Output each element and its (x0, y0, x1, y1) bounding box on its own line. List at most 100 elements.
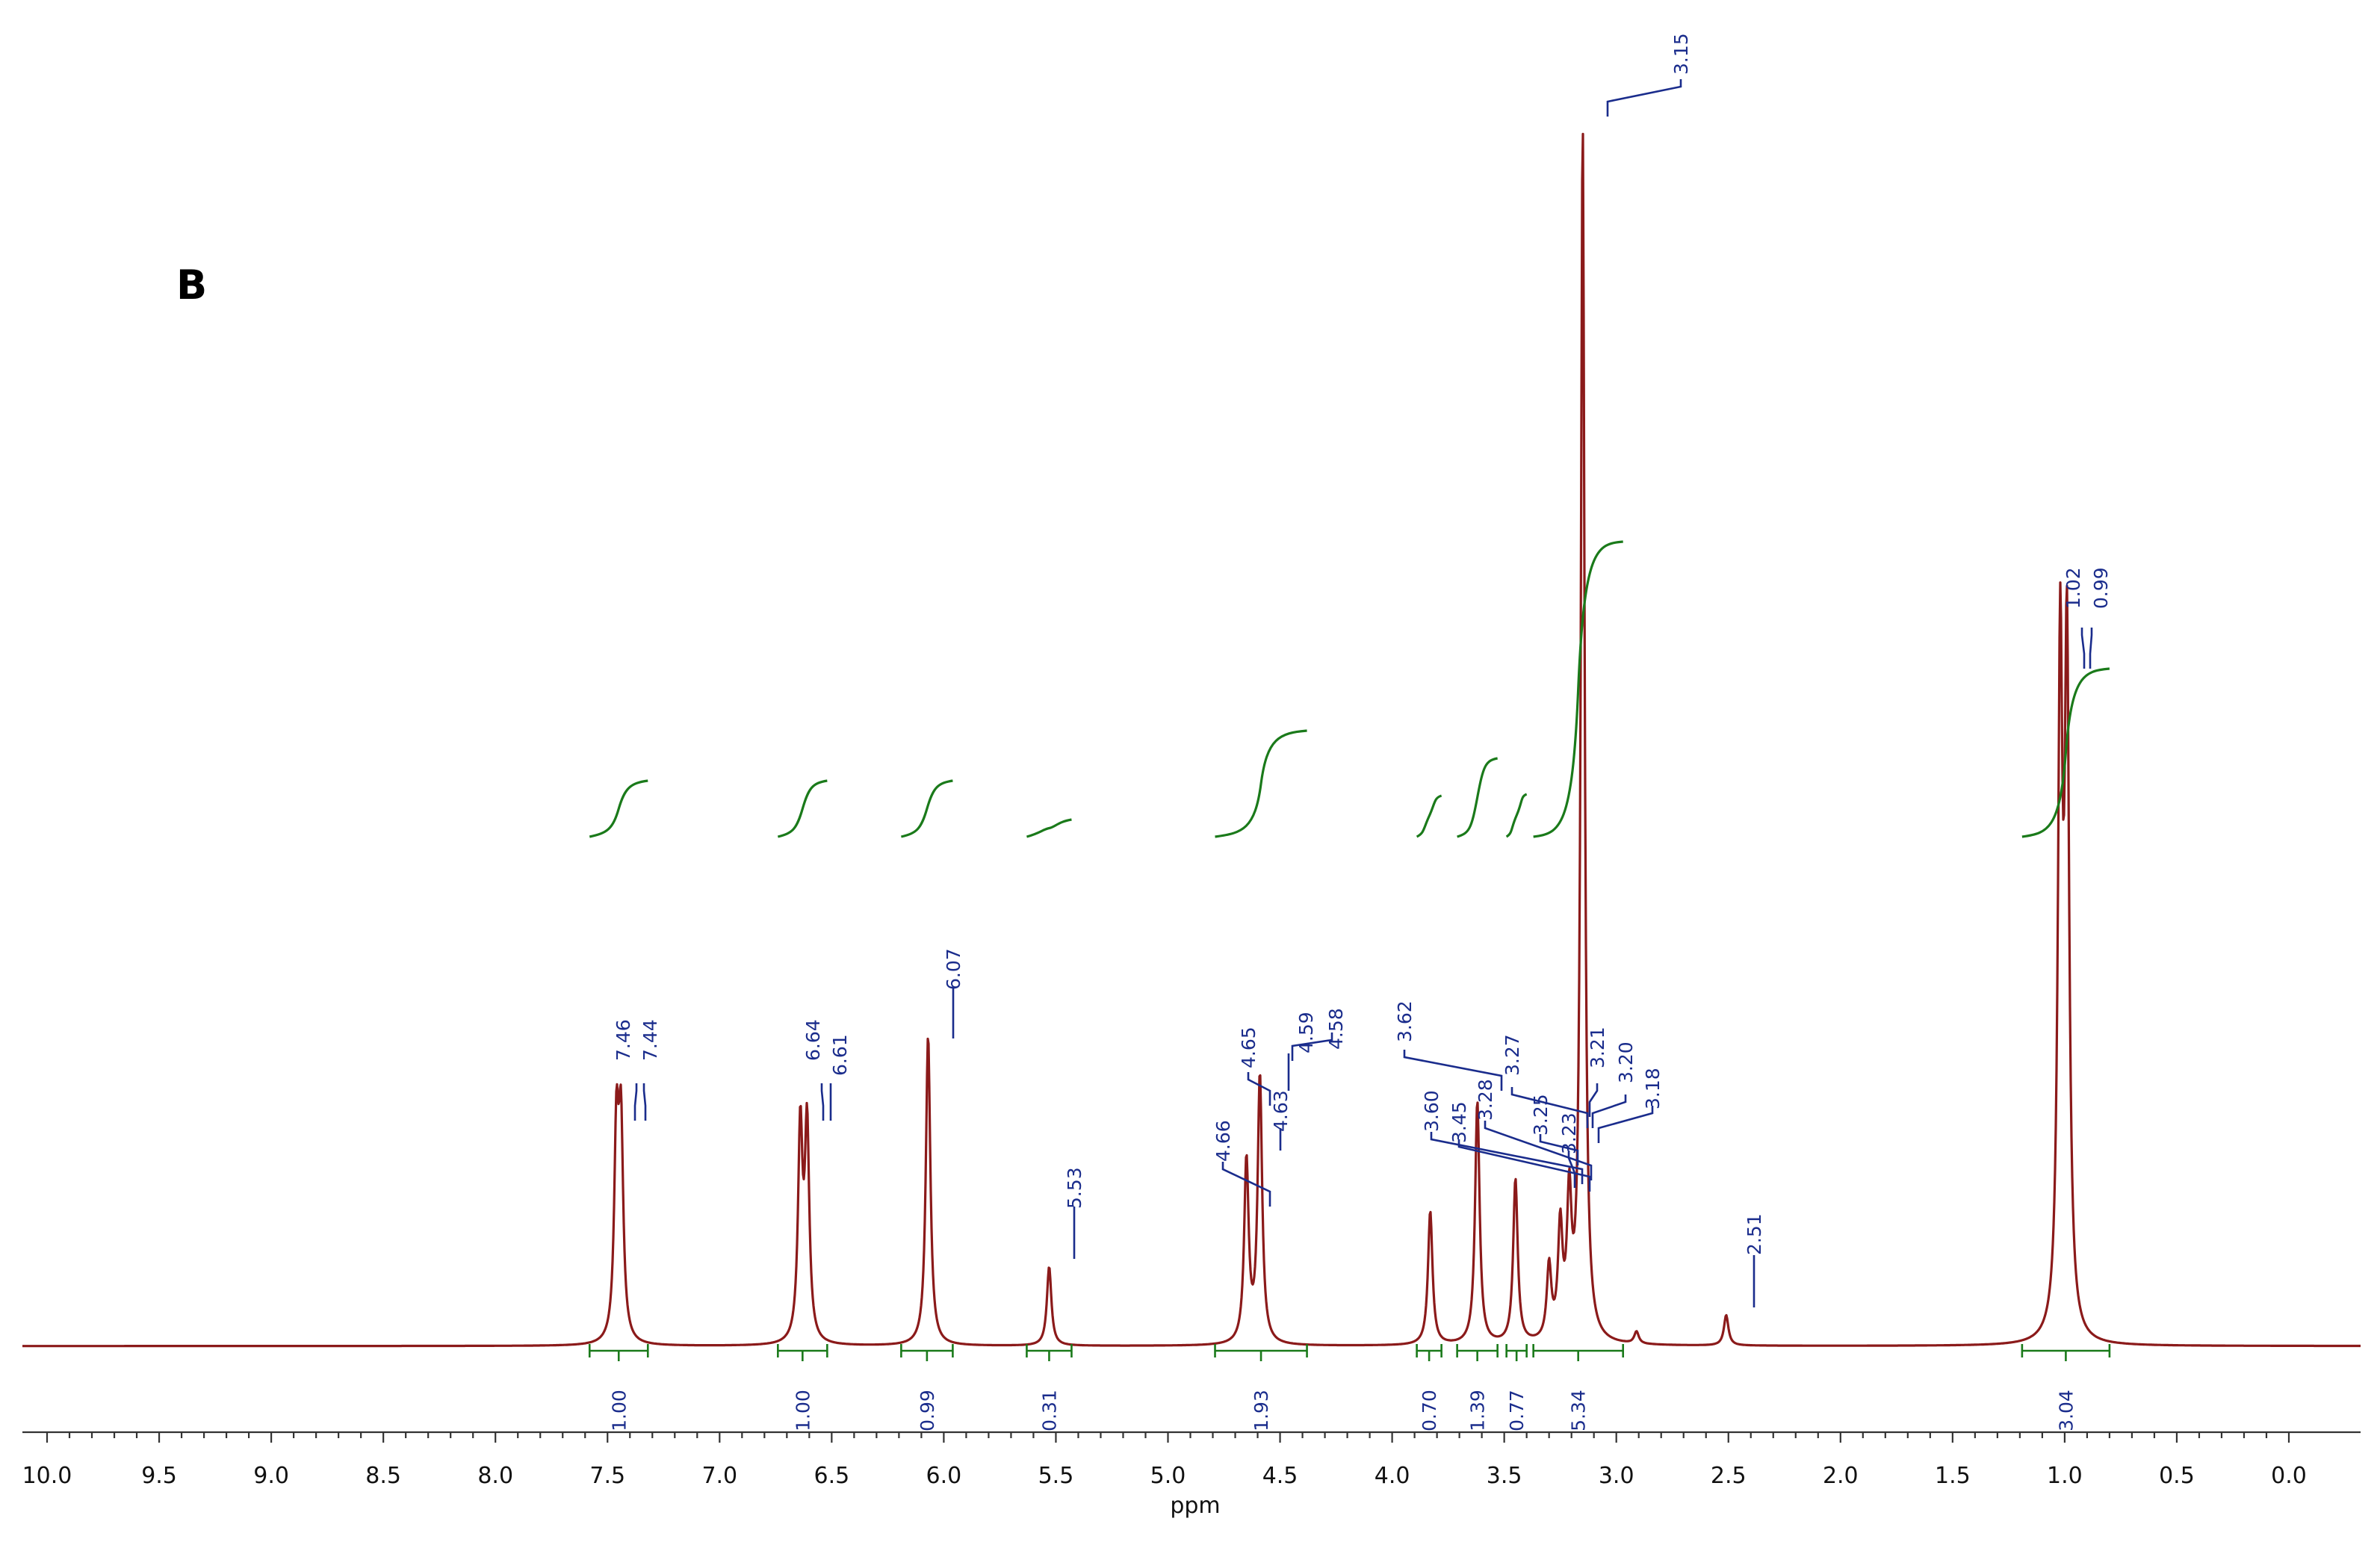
x-tick-label: 0.5 (2159, 1463, 2195, 1489)
peak-label-text: 3.18 (1642, 1068, 1664, 1109)
integral-layer: 1.00 1.00 0.99 0.31 1.93 0.70 1.39 0.77 5.34 3.04 (588, 540, 2111, 1431)
x-tick-label: 9.5 (141, 1463, 177, 1489)
peak-label: 3.45 (1448, 1101, 1591, 1192)
x-tick-label: 3.0 (1599, 1463, 1634, 1489)
x-tick-label: 1.5 (1935, 1463, 1971, 1489)
peak-leader (820, 1083, 825, 1121)
integral-curve (1457, 757, 1498, 838)
peak-label-text: 3.15 (1670, 33, 1692, 75)
peak-label-text: 5.53 (1064, 1167, 1085, 1209)
peak-leader (1539, 1134, 1579, 1165)
x-tick-label: 8.5 (365, 1463, 401, 1489)
peak-label-text: 6.61 (829, 1034, 851, 1076)
x-tick-label: 5.0 (1150, 1463, 1186, 1489)
peak-label-text: 4.66 (1212, 1120, 1234, 1162)
x-tick-label: 2.5 (1711, 1463, 1747, 1489)
peak-label: 4.59 (1287, 1012, 1317, 1091)
peak-label-text: 7.44 (639, 1019, 661, 1061)
x-tick-label: 1.0 (2047, 1463, 2083, 1489)
peak-label: 4.65 (1238, 1027, 1271, 1106)
peak-leader (2089, 628, 2093, 669)
integral-curve (1215, 729, 1307, 838)
integral-region: 5.34 (1532, 1344, 1624, 1431)
peak-label: 3.15 (1606, 33, 1692, 117)
peak-label: 5.53 (1064, 1167, 1085, 1259)
integral-curve (901, 779, 953, 838)
integral-value: 1.00 (792, 1390, 814, 1431)
x-tick-label: 7.5 (589, 1463, 625, 1489)
integral-value: 0.31 (1038, 1390, 1060, 1431)
peak-label: 6.07 (943, 948, 964, 1038)
peak-leader (1588, 1083, 1599, 1117)
peak-label-text: 4.58 (1325, 1008, 1347, 1050)
integral-value: 0.77 (1506, 1390, 1528, 1431)
peak-label-text: 4.63 (1270, 1090, 1292, 1132)
peak-label-text: 4.65 (1238, 1027, 1259, 1068)
peak-label-text: 6.64 (802, 1019, 824, 1061)
peak-label: 3.20 (1591, 1041, 1637, 1128)
integral-region: 0.99 (900, 1344, 954, 1431)
integral-value: 1.93 (1251, 1390, 1272, 1431)
peak-label-text: 3.62 (1394, 1000, 1416, 1042)
peak-leader (1457, 1139, 1591, 1192)
x-tick-label: 2.0 (1823, 1463, 1859, 1489)
peak-label: 6.64 (802, 1019, 825, 1121)
x-axis-label: ppm (1170, 1493, 1220, 1519)
integral-region: 3.04 (2021, 1344, 2111, 1431)
integral-region: 0.77 (1505, 1344, 1528, 1431)
peak-label-text: 3.25 (1530, 1094, 1552, 1136)
x-tick-label: 9.0 (253, 1463, 289, 1489)
peak-label-text: 3.28 (1475, 1079, 1496, 1121)
integral-value: 5.34 (1568, 1390, 1590, 1431)
integral-value: 1.00 (608, 1390, 630, 1431)
integral-curve (1533, 540, 1623, 838)
peak-label: 2.51 (1744, 1213, 1765, 1307)
peak-leader (1606, 79, 1682, 117)
peak-label: 3.18 (1597, 1068, 1664, 1143)
peak-label-text: 3.45 (1448, 1101, 1470, 1143)
peak-label-text: 3.60 (1421, 1090, 1442, 1132)
peak-label-text: 4.59 (1295, 1012, 1317, 1053)
integral-value: 0.70 (1419, 1390, 1440, 1431)
peak-leader (1221, 1162, 1271, 1207)
x-tick-label: 4.5 (1262, 1463, 1298, 1489)
spectrum-layer (22, 132, 2361, 1348)
peak-label-layer: 7.46 7.44 6.64 6.61 6.07 5.53 4.66 4.65 4.63 4.59… (613, 33, 2112, 1307)
peak-label-text: 7.46 (613, 1019, 634, 1061)
peak-label: 4.63 (1270, 1090, 1292, 1151)
peak-label-text: 3.23 (1558, 1112, 1580, 1154)
x-tick-label: 10.0 (22, 1463, 72, 1489)
peak-label-text: 6.07 (943, 948, 964, 990)
integral-value: 3.04 (2055, 1390, 2077, 1431)
peak-leader (633, 1083, 638, 1121)
integral-curve (589, 779, 648, 838)
peak-label: 3.27 (1502, 1034, 1589, 1128)
peak-label: 3.28 (1475, 1079, 1593, 1180)
peak-label-text: 3.21 (1587, 1027, 1608, 1068)
x-tick-label: 7.0 (701, 1463, 737, 1489)
peak-label: 3.21 (1587, 1027, 1608, 1117)
integral-value: 1.39 (1467, 1390, 1489, 1431)
peak-label: 4.66 (1212, 1120, 1271, 1207)
peak-leader (1430, 1132, 1584, 1184)
peak-leader (1484, 1121, 1593, 1180)
x-tick-label: 8.0 (477, 1463, 513, 1489)
integral-region: 1.00 (588, 1344, 649, 1431)
peak-leader (642, 1083, 647, 1121)
peak-leader (1597, 1106, 1654, 1143)
peak-leader (2080, 628, 2086, 669)
peak-label: 3.60 (1421, 1090, 1584, 1184)
x-tick-label: 3.5 (1487, 1463, 1522, 1489)
peak-leader (1247, 1072, 1271, 1106)
peak-label: 7.44 (639, 1019, 661, 1121)
peak-leader (1291, 1032, 1333, 1061)
peak-label-text: 2.51 (1744, 1213, 1765, 1255)
peak-label: 7.46 (613, 1019, 638, 1121)
peak-leader (1591, 1094, 1627, 1128)
x-tick-label: 6.5 (814, 1463, 849, 1489)
peak-label-text: 0.99 (2090, 567, 2112, 609)
peak-label: 3.25 (1530, 1094, 1579, 1165)
peak-label: 1.02 (2063, 567, 2086, 669)
peak-label: 0.99 (2089, 567, 2112, 669)
